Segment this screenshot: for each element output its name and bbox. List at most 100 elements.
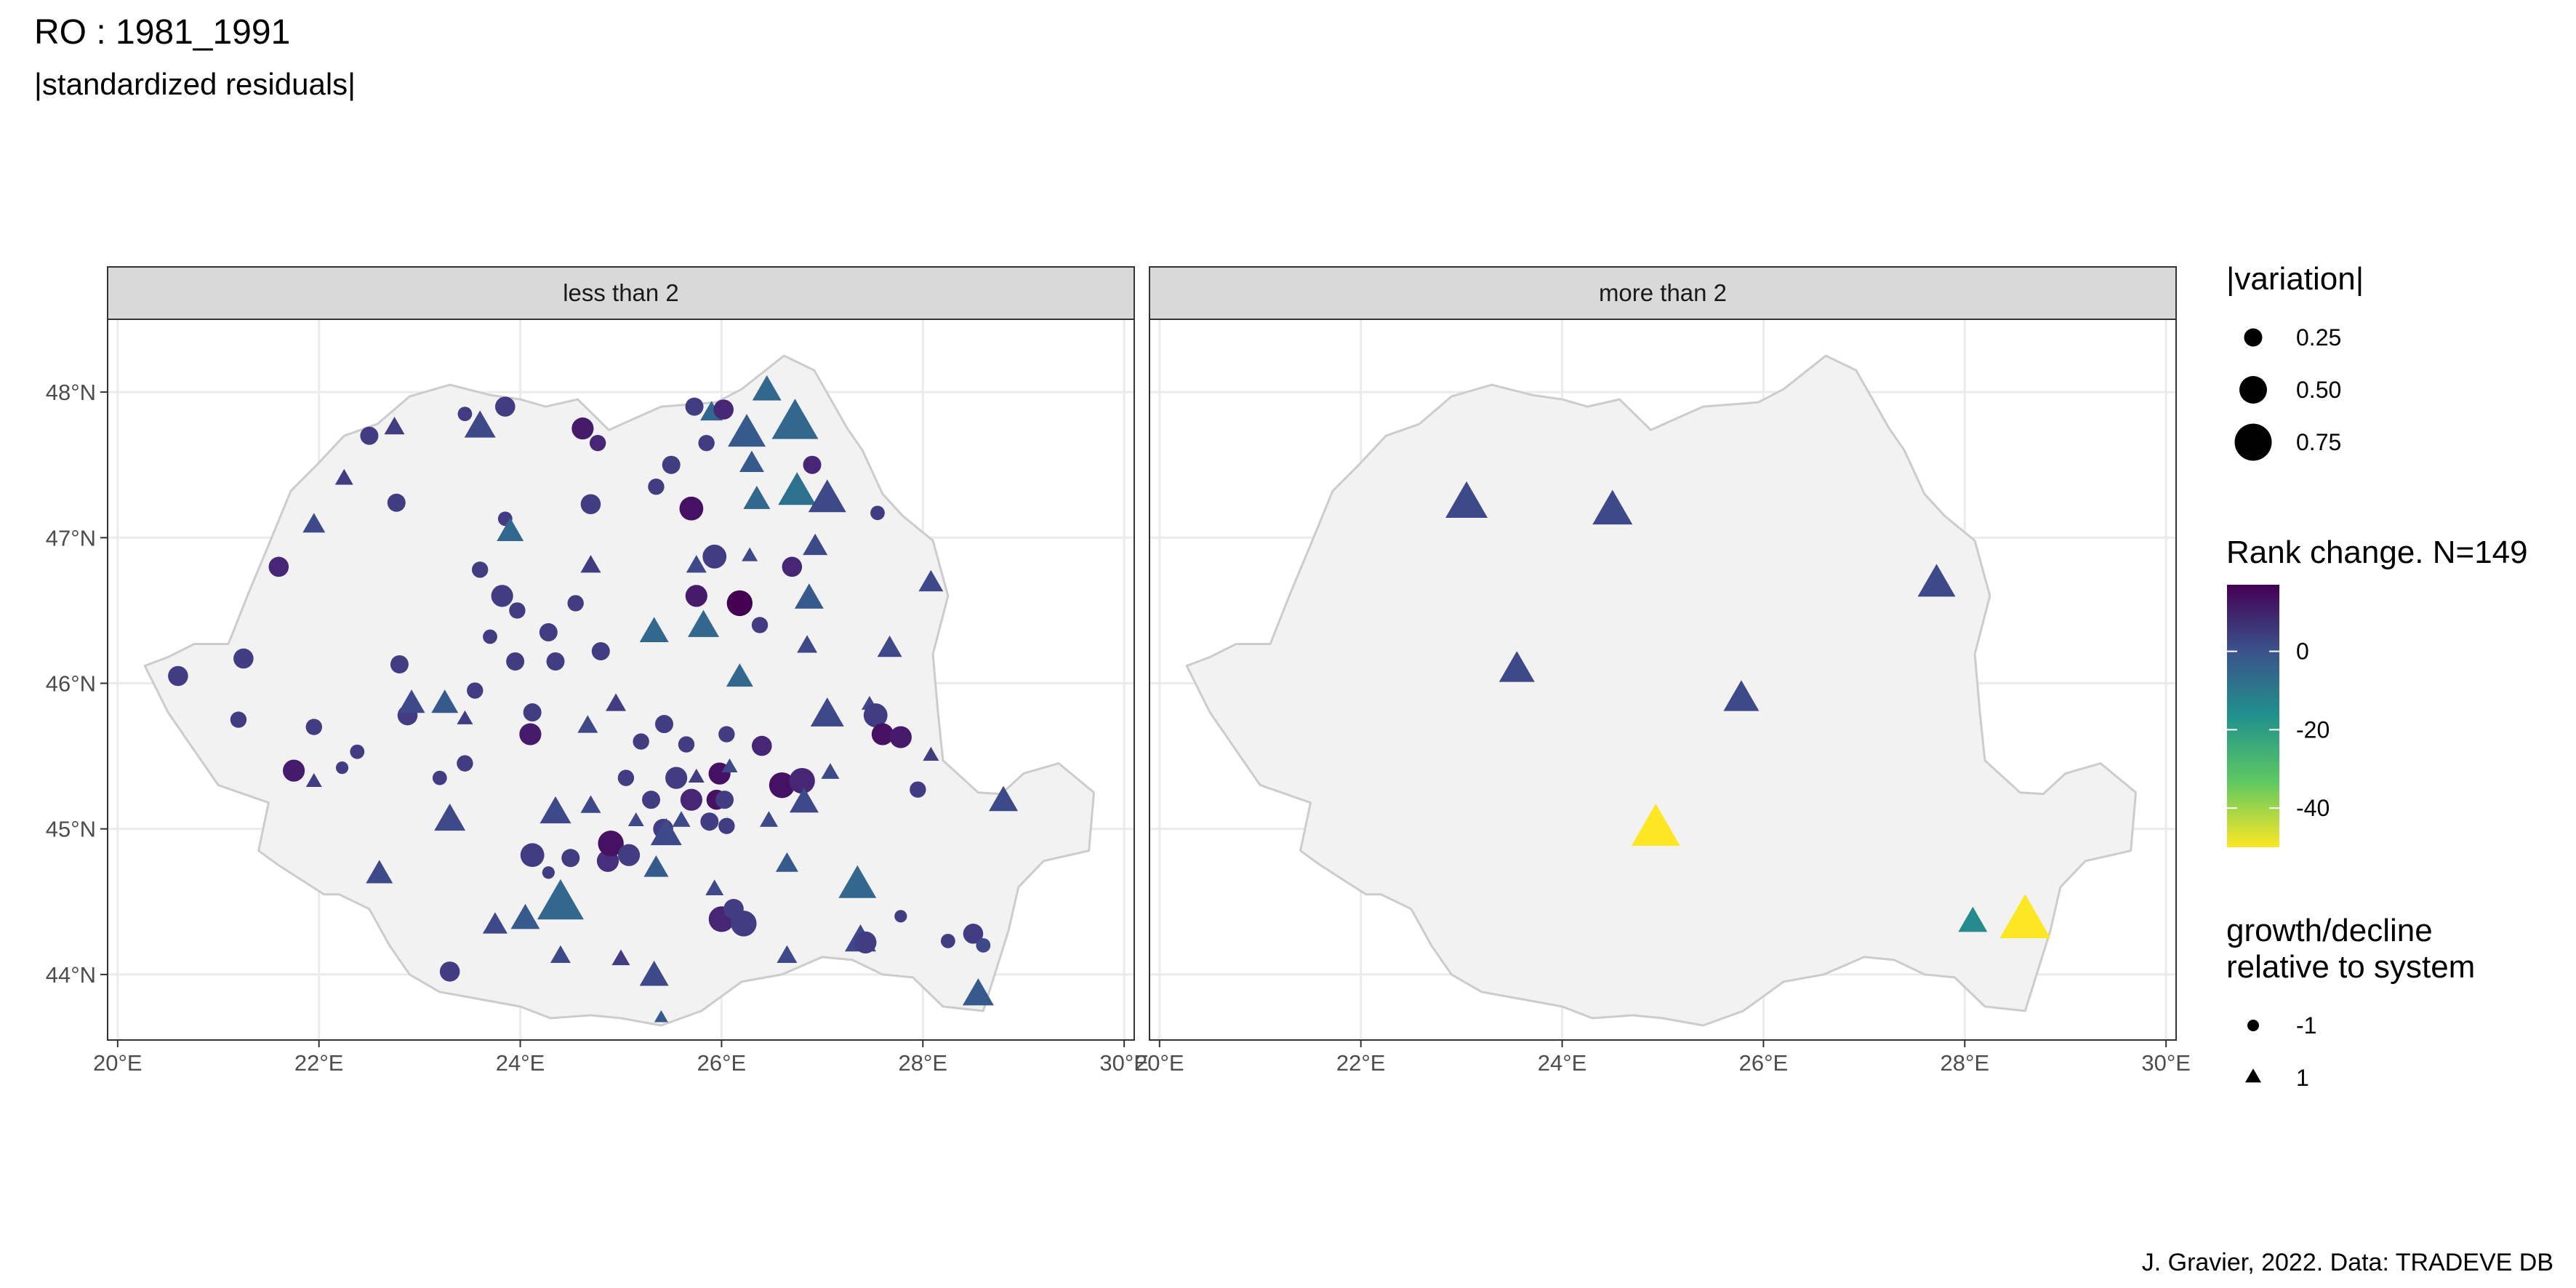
- y-tick-label: 46°N: [46, 671, 96, 697]
- data-point-circle: [282, 759, 305, 782]
- data-point-triangle: [728, 414, 766, 447]
- data-point-triangle: [606, 693, 627, 711]
- data-point-triangle: [1445, 481, 1488, 519]
- data-point-circle: [726, 590, 753, 617]
- data-point-triangle: [384, 416, 405, 435]
- data-point-triangle: [482, 912, 507, 934]
- data-point-triangle: [688, 609, 720, 637]
- data-point-circle: [230, 711, 247, 728]
- legend-size-symbol: [2244, 328, 2263, 347]
- data-point-triangle: [639, 960, 669, 986]
- legend-shape-circle: [2247, 1020, 2259, 1031]
- data-point-triangle: [611, 949, 630, 966]
- data-point-circle: [642, 791, 661, 809]
- data-point-circle: [871, 723, 894, 745]
- data-point-circle: [648, 479, 665, 495]
- data-point-triangle: [989, 785, 1019, 812]
- data-point-triangle: [398, 689, 425, 713]
- data-point-triangle: [302, 513, 326, 533]
- data-point-triangle: [1958, 906, 1988, 932]
- data-point-triangle: [639, 617, 669, 642]
- data-point-circle: [457, 407, 473, 422]
- data-point-circle: [439, 961, 460, 982]
- data-point-circle: [702, 544, 727, 569]
- data-point-circle: [700, 812, 719, 831]
- y-tick-label: 48°N: [46, 380, 96, 405]
- data-point-circle: [491, 585, 513, 607]
- data-point-circle: [335, 761, 349, 775]
- data-point-triangle: [1592, 489, 1633, 525]
- data-point-circle: [679, 496, 704, 521]
- data-point-circle: [680, 788, 703, 811]
- facet-strip-label: more than 2: [1599, 279, 1727, 306]
- data-point-circle: [598, 831, 624, 857]
- data-point-triangle: [918, 569, 944, 592]
- data-point-circle: [718, 817, 735, 834]
- data-point-circle: [685, 585, 707, 607]
- data-point-circle: [539, 623, 558, 641]
- x-tick-label: 22°E: [294, 1050, 344, 1076]
- data-point-circle: [698, 434, 715, 452]
- data-point-circle: [520, 843, 545, 868]
- legend-size: |variation| 0.25 0.50 0.75: [2226, 261, 2364, 461]
- data-point-triangle: [777, 945, 798, 963]
- x-tick-label: 20°E: [93, 1050, 143, 1076]
- legend-shape-label: 1: [2296, 1065, 2309, 1091]
- data-point-circle: [580, 494, 601, 515]
- legend-size-symbol: [2234, 423, 2272, 461]
- data-point-triangle: [464, 410, 496, 438]
- data-point-triangle: [510, 903, 540, 929]
- data-point-circle: [751, 617, 769, 633]
- data-point-circle: [467, 682, 483, 699]
- data-point-triangle: [759, 811, 778, 827]
- data-point-circle: [571, 417, 594, 440]
- legend-color-label: -40: [2296, 795, 2330, 821]
- facet-panel-2: more than 2 20°E 22°E 24°E 26°E 28°E 30°E: [1135, 266, 2191, 1076]
- data-point-triangle: [580, 555, 601, 573]
- facet-strip-label: less than 2: [563, 279, 679, 306]
- legend-color-label: 0: [2296, 639, 2309, 665]
- data-point-triangle: [838, 865, 877, 898]
- data-point-circle: [509, 602, 526, 619]
- data-point-circle: [718, 726, 735, 743]
- data-point-circle: [665, 767, 688, 789]
- data-point-triangle: [366, 860, 393, 884]
- data-point-circle: [589, 434, 606, 452]
- facet-panels: less than 2 20°E 22°E 24°E 26°E 28°E 30°E 44°N 4…: [46, 266, 2191, 1076]
- data-point-circle: [910, 781, 926, 798]
- data-point-triangle: [1999, 894, 2051, 939]
- data-point-triangle: [580, 795, 601, 813]
- data-point-circle: [685, 397, 704, 416]
- data-point-circle: [305, 719, 322, 735]
- data-point-triangle: [643, 855, 669, 877]
- data-point-circle: [387, 493, 406, 512]
- panel-border: [1149, 319, 2177, 1041]
- chart-subtitle: |standardized residuals|: [34, 67, 356, 101]
- data-point-triangle: [742, 547, 758, 561]
- data-point-circle: [523, 703, 542, 722]
- y-tick-label: 44°N: [46, 962, 96, 988]
- data-point-circle: [506, 652, 525, 671]
- data-point-triangle: [877, 635, 902, 657]
- chart-title: RO : 1981_1991: [34, 13, 290, 52]
- data-point-circle: [655, 715, 674, 734]
- y-tick-label: 45°N: [46, 817, 96, 842]
- data-point-circle: [863, 703, 888, 727]
- data-point-circle: [678, 736, 695, 753]
- data-point-triangle: [803, 533, 828, 556]
- data-point-circle: [894, 910, 907, 923]
- legend-size-label: 0.25: [2296, 324, 2341, 351]
- facet-strip: [107, 266, 1135, 320]
- data-point-circle: [432, 770, 447, 785]
- data-point-circle: [769, 772, 795, 799]
- data-point-triangle: [810, 697, 844, 727]
- data-point-triangle: [654, 1010, 668, 1023]
- legend-size-label: 0.75: [2296, 429, 2341, 455]
- legend-shape-label: -1: [2296, 1012, 2316, 1039]
- data-point-circle: [457, 755, 473, 772]
- data-point-triangle: [789, 787, 819, 813]
- data-point-triangle: [743, 485, 771, 509]
- legend-color: Rank change. N=149 0 -20 -40: [2226, 535, 2528, 847]
- data-point-circle: [360, 426, 379, 445]
